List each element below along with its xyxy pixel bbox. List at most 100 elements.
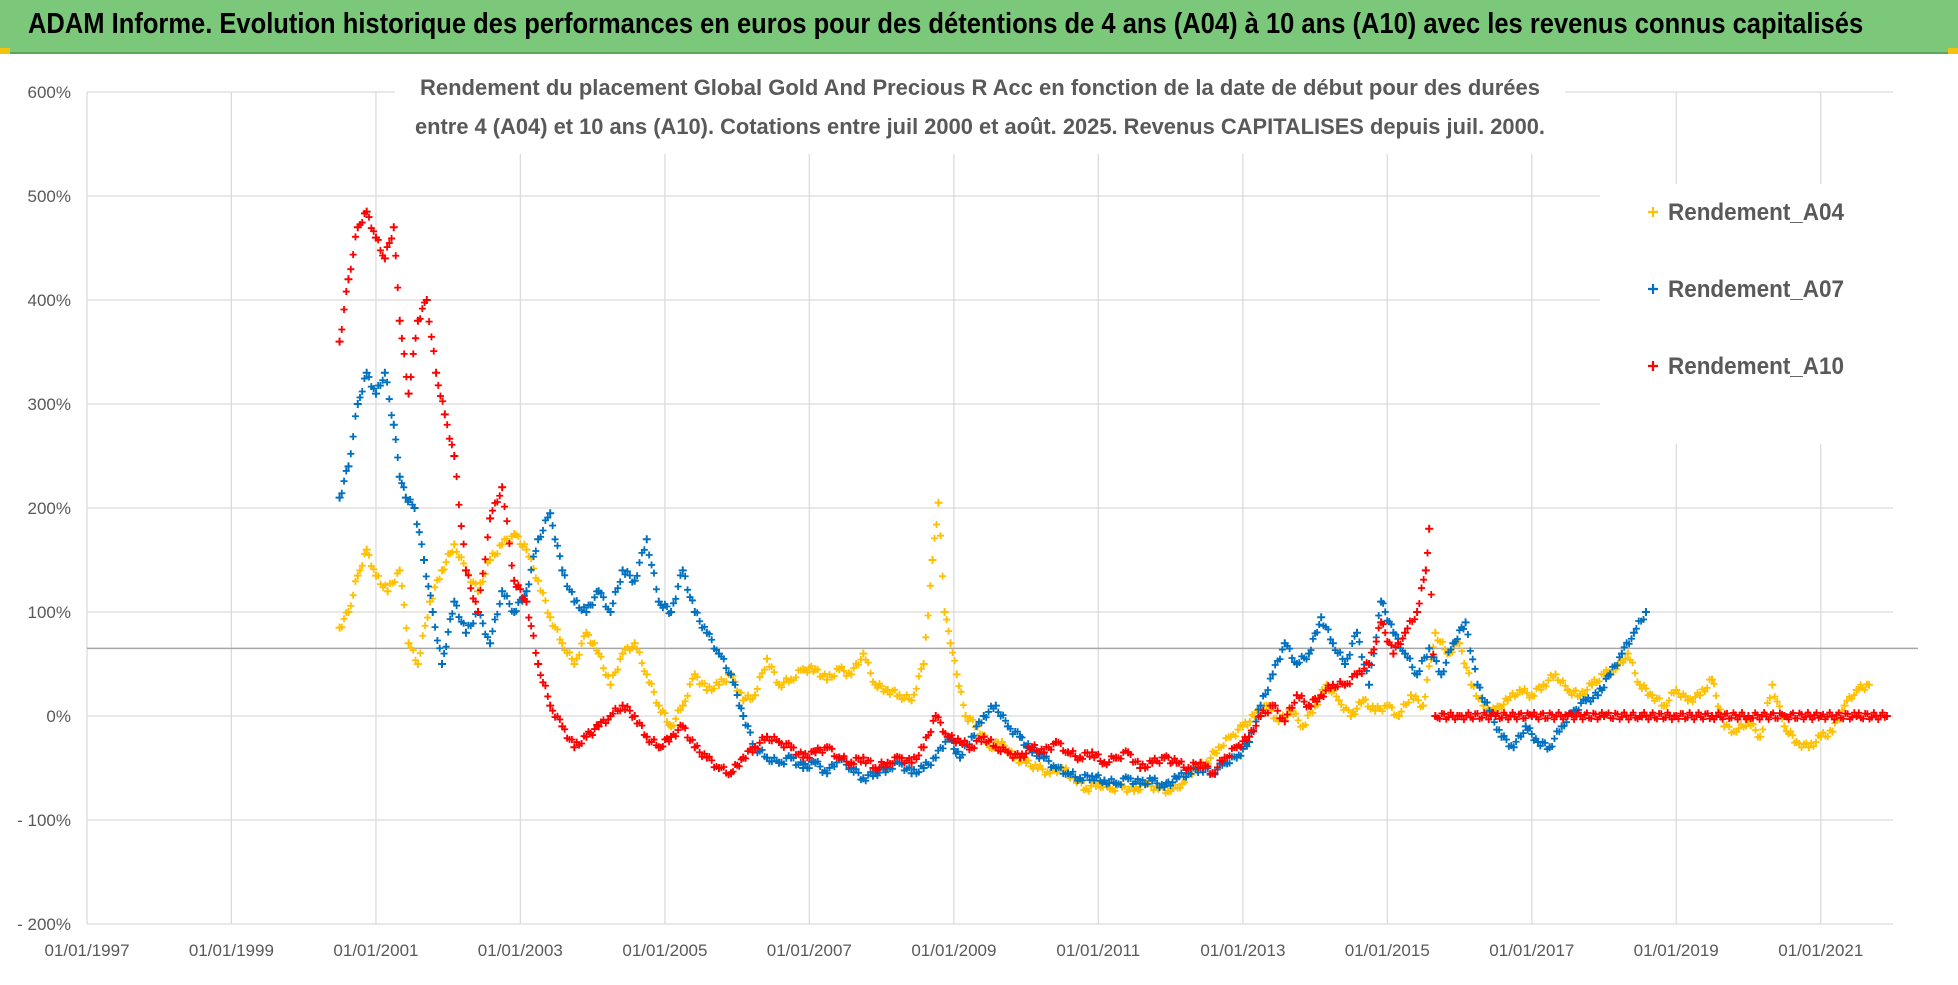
data-point-marker: [498, 540, 507, 549]
series-marker: [385, 239, 393, 247]
data-point-marker: [654, 597, 663, 606]
series-marker: [383, 378, 391, 386]
series-marker: [1464, 631, 1472, 639]
series-marker: [838, 663, 846, 671]
series-marker: [356, 566, 364, 574]
series-marker: [1156, 759, 1164, 767]
series-marker: [553, 542, 561, 550]
series-marker: [351, 233, 359, 241]
series-marker: [436, 392, 444, 400]
series-marker: [379, 376, 387, 384]
series-marker: [1738, 709, 1746, 717]
series-marker: [1397, 708, 1405, 716]
series-marker: [1295, 659, 1303, 667]
series-marker: [1704, 709, 1712, 717]
data-point-marker: [1148, 758, 1157, 767]
data-point-marker: [859, 649, 868, 658]
series-marker: [472, 580, 480, 588]
series-marker: [1204, 762, 1212, 770]
data-point-marker: [344, 462, 353, 471]
series-marker: [440, 565, 448, 573]
data-point-marker: [1088, 748, 1097, 757]
series-marker: [1276, 655, 1284, 663]
series-marker: [388, 411, 396, 419]
data-point-marker: [642, 732, 651, 741]
series-marker: [1252, 722, 1260, 730]
series-marker: [616, 578, 624, 586]
series-marker: [1773, 698, 1781, 706]
series-marker: [737, 689, 745, 697]
series-marker: [1292, 710, 1300, 718]
series-marker: [1463, 664, 1471, 672]
series-marker: [431, 583, 439, 591]
series-marker: [1415, 600, 1423, 608]
series-marker: [1451, 715, 1459, 723]
series-marker: [864, 659, 872, 667]
series-marker: [365, 373, 373, 381]
series-marker: [1753, 711, 1761, 719]
series-marker: [994, 708, 1002, 716]
series-marker: [1725, 723, 1733, 731]
series-marker: [436, 644, 444, 652]
data-point-marker: [570, 743, 579, 752]
series-marker: [1766, 694, 1774, 702]
data-point-marker: [1617, 649, 1626, 658]
series-marker: [501, 503, 509, 511]
data-point-marker: [1039, 748, 1048, 757]
series-marker: [780, 760, 788, 768]
series-marker: [708, 636, 716, 644]
series-marker: [1234, 726, 1242, 734]
series-marker: [338, 623, 346, 631]
data-point-marker: [498, 587, 507, 596]
legend: Rendement_A04 Rendement_A07 Rendement_A10: [1600, 184, 1940, 444]
series-marker: [1375, 624, 1383, 632]
series-marker: [520, 540, 528, 548]
data-point-marker: [1828, 727, 1837, 736]
series-marker: [1787, 727, 1795, 735]
series-marker: [1591, 710, 1599, 718]
series-marker: [532, 547, 540, 555]
series-marker: [455, 501, 463, 509]
data-point-marker: [474, 608, 483, 616]
series-marker: [1429, 650, 1437, 658]
series-marker: [905, 764, 913, 772]
series-marker: [578, 739, 586, 747]
series-marker: [1848, 713, 1856, 721]
series-marker: [1749, 720, 1757, 728]
series-a10: [335, 207, 1891, 779]
data-point-marker: [383, 587, 392, 596]
series-marker: [1250, 727, 1258, 735]
series-marker: [616, 707, 624, 715]
series-marker: [1798, 710, 1806, 718]
series-marker: [1810, 742, 1818, 750]
series-marker: [1406, 654, 1414, 662]
data-point-marker: [438, 660, 447, 668]
series-marker: [886, 690, 894, 698]
series-marker: [442, 643, 450, 651]
series-marker: [1346, 680, 1354, 688]
series-markers: [335, 207, 1891, 797]
x-tick-label: 01/01/2011: [1056, 941, 1140, 960]
series-marker: [1804, 709, 1812, 717]
series-marker: [433, 636, 441, 644]
data-point-marker: [353, 400, 362, 408]
series-marker: [850, 664, 858, 672]
series-marker: [541, 682, 549, 690]
series-marker: [1392, 643, 1400, 651]
series-marker: [1031, 741, 1039, 749]
x-tick-label: 01/01/2013: [1200, 941, 1285, 960]
series-marker: [1662, 714, 1670, 722]
series-marker: [568, 736, 576, 744]
data-point-marker: [847, 670, 856, 679]
series-marker: [1561, 682, 1569, 690]
data-point-marker: [928, 556, 937, 564]
data-point-marker: [1406, 691, 1415, 700]
series-marker: [626, 646, 634, 654]
legend-marker-a10: [1648, 361, 1658, 371]
series-marker: [1710, 680, 1718, 688]
series-marker: [1535, 715, 1543, 723]
series-marker: [338, 489, 346, 497]
series-marker: [539, 526, 547, 534]
series-marker: [529, 553, 537, 561]
series-marker: [733, 691, 741, 699]
